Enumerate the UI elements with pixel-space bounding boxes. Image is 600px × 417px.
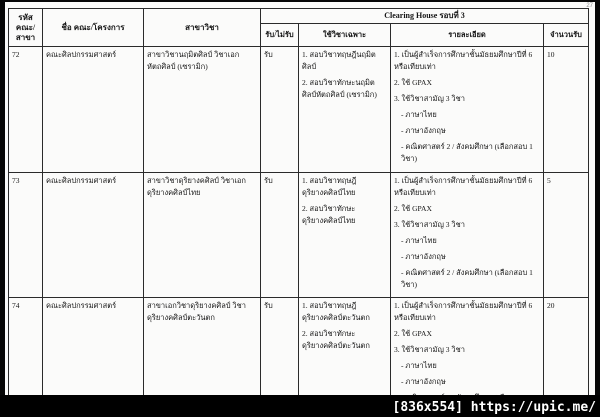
cell-accept: รับ: [260, 172, 299, 298]
exam-item: 2. สอบวิชาทักษะดุริยางคศิลป์ตะวันตก: [302, 329, 370, 350]
detail-subitem: - คณิตศาสตร์ 2 / สังคมศึกษา (เลือกสอบ 1 …: [401, 268, 533, 289]
table-banner-row: รหัสคณะ/ สาขา ชื่อ คณะ/โครงการ สาขาวิชา …: [8, 8, 589, 47]
exam-item: 2. สอบวิชาทักษะนฤมิตศิลป์หัตถศิลป์ (เซรา…: [302, 78, 377, 99]
header-accept: รับ/ไม่รับ: [260, 23, 299, 47]
header-code-line2: สาขา: [15, 32, 36, 42]
detail-item: 2. ใช้ GPAX: [394, 78, 432, 87]
cell-quota: 10: [543, 46, 589, 173]
detail-item: 3. ใช้วิชาสามัญ 3 วิชา: [394, 345, 465, 354]
detail-subitem: - ภาษาอังกฤษ: [401, 377, 446, 386]
cell-faculty: คณะศิลปกรรมศาสตร์: [42, 46, 144, 173]
cell-faculty: คณะศิลปกรรมศาสตร์: [42, 172, 144, 298]
cell-details: 1. เป็นผู้สำเร็จการศึกษาชั้นมัธยมศึกษาปี…: [390, 172, 544, 298]
table-row: 72 คณะศิลปกรรมศาสตร์ สาขาวิชานฤมิตศิลป์ …: [8, 46, 589, 173]
bottom-black-bar: [0, 395, 600, 417]
exam-item: 1. สอบวิชาทฤษฎีดุริยางคศิลป์ตะวันตก: [302, 301, 370, 322]
detail-item: 2. ใช้ GPAX: [394, 329, 432, 338]
cell-quota: 5: [543, 172, 589, 298]
header-code: รหัสคณะ/ สาขา: [8, 8, 43, 47]
header-quota: จำนวนรับ: [543, 23, 589, 47]
detail-item: 1. เป็นผู้สำเร็จการศึกษาชั้นมัธยมศึกษาปี…: [394, 50, 533, 71]
cell-code: 72: [8, 46, 43, 173]
detail-item: 2. ใช้ GPAX: [394, 204, 432, 213]
detail-subitem: - ภาษาไทย: [401, 361, 437, 370]
document-page: 27 รหัสคณะ/ สาขา ชื่อ คณะ/โครงการ สาขาวิ…: [5, 2, 595, 417]
detail-subitem: - ภาษาอังกฤษ: [401, 252, 446, 261]
header-major: สาขาวิชา: [143, 8, 261, 47]
cell-exams: 1. สอบวิชาทฤษฎีดุริยางคศิลป์ไทย 2. สอบวิ…: [298, 172, 391, 298]
exam-item: 2. สอบวิชาทักษะดุริยางคศิลป์ไทย: [302, 204, 356, 225]
cell-code: 73: [8, 172, 43, 298]
detail-item: 3. ใช้วิชาสามัญ 3 วิชา: [394, 94, 465, 103]
header-clearing-house-banner: Clearing House รอบที่ 3: [260, 8, 589, 24]
detail-subitem: - ภาษาอังกฤษ: [401, 126, 446, 135]
cell-exams: 1. สอบวิชาทฤษฎีนฤมิตศิลป์ 2. สอบวิชาทักษ…: [298, 46, 391, 173]
detail-item: 1. เป็นผู้สำเร็จการศึกษาชั้นมัธยมศึกษาปี…: [394, 301, 533, 322]
table-header-row: รับ/ไม่รับ ใช้วิชาเฉพาะ รายละเอียด จำนวน…: [9, 23, 589, 47]
cell-details: 1. เป็นผู้สำเร็จการศึกษาชั้นมัธยมศึกษาปี…: [390, 46, 544, 173]
header-faculty: ชื่อ คณะ/โครงการ: [42, 8, 144, 47]
admissions-table: รหัสคณะ/ สาขา ชื่อ คณะ/โครงการ สาขาวิชา …: [8, 8, 589, 417]
cell-major: สาขาวิชาดุริยางคศิลป์ วิชาเอกดุริยางคศิล…: [143, 172, 261, 298]
upic-watermark: [836x554] https://upic.me/: [392, 400, 597, 415]
exam-item: 1. สอบวิชาทฤษฎีนฤมิตศิลป์: [302, 50, 376, 71]
detail-subitem: - ภาษาไทย: [401, 110, 437, 119]
page-number: 27: [586, 3, 593, 9]
header-code-line1: รหัสคณะ/: [15, 12, 36, 32]
cell-accept: รับ: [260, 46, 299, 173]
header-detail: รายละเอียด: [390, 23, 544, 47]
detail-subitem: - คณิตศาสตร์ 2 / สังคมศึกษา (เลือกสอบ 1 …: [401, 142, 533, 163]
detail-subitem: - ภาษาไทย: [401, 236, 437, 245]
exam-item: 1. สอบวิชาทฤษฎีดุริยางคศิลป์ไทย: [302, 176, 357, 197]
table-row: 73 คณะศิลปกรรมศาสตร์ สาขาวิชาดุริยางคศิล…: [8, 172, 589, 298]
cell-major: สาขาวิชานฤมิตศิลป์ วิชาเอกหัตถศิลป์ (เซร…: [143, 46, 261, 173]
header-exam: ใช้วิชาเฉพาะ: [298, 23, 391, 47]
detail-item: 1. เป็นผู้สำเร็จการศึกษาชั้นมัธยมศึกษาปี…: [394, 176, 533, 197]
detail-item: 3. ใช้วิชาสามัญ 3 วิชา: [394, 220, 465, 229]
